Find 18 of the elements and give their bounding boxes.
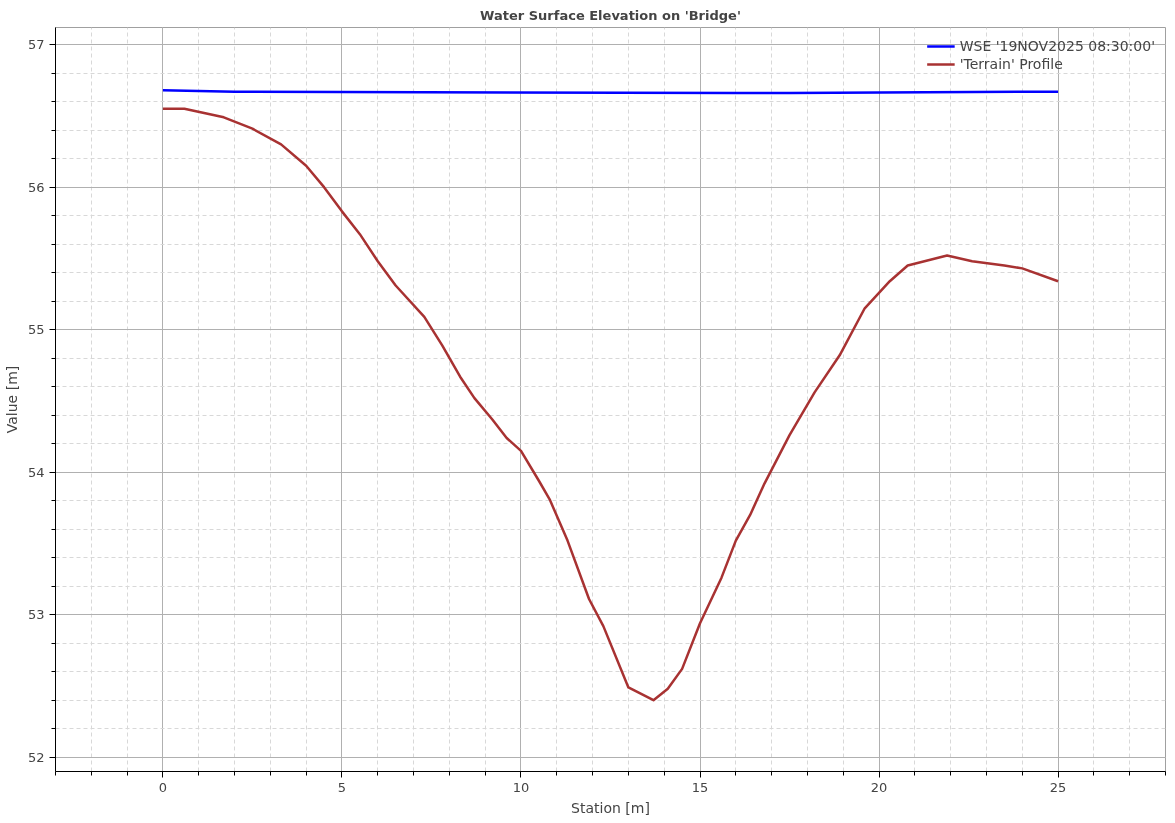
y-tick-label: 57 xyxy=(27,37,45,53)
x-tick-label: 0 xyxy=(158,779,168,795)
x-tick-label: 20 xyxy=(870,779,888,795)
chart-title: Water Surface Elevation on 'Bridge' xyxy=(480,7,741,23)
legend-label: 'Terrain' Profile xyxy=(959,55,1063,73)
y-tick-label: 54 xyxy=(27,464,45,480)
y-tick-label: 53 xyxy=(27,607,45,623)
y-tick-label: 55 xyxy=(27,322,45,338)
x-tick-label: 15 xyxy=(691,779,709,795)
legend-label: WSE '19NOV2025 08:30:00' xyxy=(959,37,1155,55)
x-tick-label: 10 xyxy=(512,779,530,795)
x-tick-label: 25 xyxy=(1049,779,1067,795)
y-axis-title: Value [m] xyxy=(3,365,20,434)
y-tick-label: 52 xyxy=(27,749,45,765)
x-axis-title: Station [m] xyxy=(571,799,650,816)
x-tick-label: 5 xyxy=(337,779,347,795)
y-tick-label: 56 xyxy=(27,179,45,195)
line-series xyxy=(161,107,1060,702)
